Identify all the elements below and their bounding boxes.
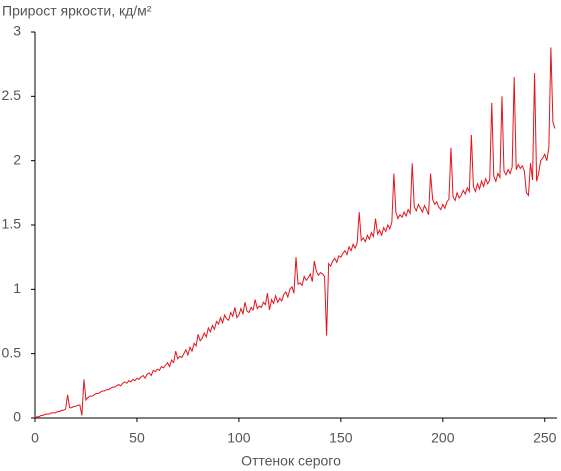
- data-line: [34, 47, 556, 419]
- y-tick-label: 2: [13, 151, 21, 167]
- x-axis-label: Оттенок серого: [241, 453, 341, 469]
- x-tick-label: 150: [329, 430, 353, 446]
- x-tick-label: 100: [227, 430, 251, 446]
- y-tick-label: 0: [13, 409, 21, 425]
- chart-title: Прирост яркости, кд/м²: [2, 3, 152, 19]
- x-tick-label: 0: [31, 430, 39, 446]
- y-tick-label: 2.5: [2, 87, 22, 103]
- y-tick-label: 3: [13, 23, 21, 39]
- x-tick-label: 200: [431, 430, 455, 446]
- x-tick-label: 250: [533, 430, 557, 446]
- y-tick-label: 1: [13, 280, 21, 296]
- y-tick-label: 0.5: [2, 344, 22, 360]
- y-tick-label: 1.5: [2, 216, 22, 232]
- x-tick-label: 50: [129, 430, 145, 446]
